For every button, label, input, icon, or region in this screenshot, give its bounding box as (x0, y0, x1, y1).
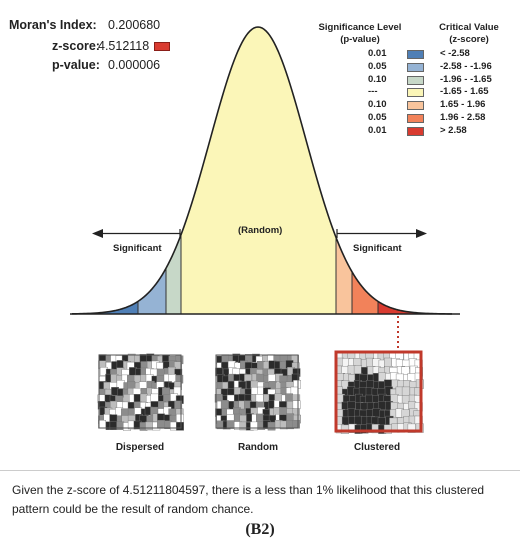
legend-swatch (407, 75, 424, 85)
dispersed-map-panel (97, 353, 184, 431)
map-cell (98, 420, 107, 429)
map-cell (255, 394, 264, 403)
legend-p-value: 0.05 (368, 112, 387, 123)
legend-p-value: 0.10 (368, 73, 387, 85)
map-cell (139, 354, 148, 363)
legend-swatch (407, 50, 424, 59)
map-cell (176, 413, 184, 423)
bell-curve-outline (71, 26, 453, 315)
legend-z-range: -2.58 - -1.96 (440, 60, 492, 72)
random-panel-label: Random (238, 442, 278, 453)
map-cell (285, 393, 293, 402)
legend-p-value: 0.10 (368, 99, 387, 111)
curve-bands (72, 27, 452, 314)
random-label: (Random) (238, 225, 283, 236)
map-frame (98, 354, 182, 429)
z-score-swatch (154, 42, 170, 51)
map-cell (145, 421, 154, 431)
dispersed-label: Dispersed (115, 442, 165, 453)
z-score-value: 4.512118 (98, 39, 150, 53)
critical-value-header: Critical Value (z-score) (424, 22, 514, 46)
legend-swatch (407, 101, 424, 111)
curve-band (378, 27, 452, 314)
map-cell (292, 420, 300, 429)
z-score-label: z-score: (52, 39, 100, 53)
legend-z-range: < -2.58 (440, 48, 470, 59)
map-cell (407, 423, 416, 433)
map-cell (220, 400, 229, 409)
legend-z-range: 1.65 - 1.96 (440, 99, 486, 111)
legend-swatch (407, 88, 424, 98)
significance-level-title: Significance Level (318, 22, 402, 33)
curve-band (166, 27, 181, 314)
map-cell (116, 421, 125, 431)
legend-swatch (407, 62, 424, 72)
significant-left-label: Significant (113, 243, 162, 254)
moran-distribution-diagram (70, 26, 460, 434)
legend-z-range: -1.65 - 1.65 (440, 86, 489, 98)
map-cell (109, 421, 118, 431)
p-value-label: p-value: (52, 58, 100, 72)
significant-right-label: Significant (353, 243, 402, 254)
map-cell (267, 421, 276, 431)
map-cell (401, 386, 410, 396)
significance-level-subtitle: (p-value) (340, 34, 380, 45)
critical-value-title: Critical Value (439, 22, 499, 33)
curve-band (181, 27, 336, 314)
critical-value-subtitle: (z-score) (449, 34, 489, 45)
clustered-map-panel (334, 350, 424, 434)
legend-z-range: -1.96 - -1.65 (440, 73, 492, 85)
map-cell (150, 393, 159, 403)
significance-level-header: Significance Level (p-value) (300, 22, 420, 46)
left-arrow-head (92, 229, 103, 238)
map-cell (250, 421, 258, 431)
right-arrow-head (416, 229, 427, 238)
curve-band (72, 27, 138, 314)
map-cell (384, 357, 393, 367)
map-cell (292, 400, 301, 410)
map-cell (226, 420, 235, 429)
legend-swatch (407, 114, 424, 123)
map-cell (157, 420, 165, 429)
p-value-value: 0.000006 (108, 58, 161, 72)
map-cell (353, 365, 362, 375)
legend-z-range: > 2.58 (440, 124, 467, 136)
figure-label: (B2) (245, 521, 275, 538)
curve-band (138, 27, 166, 314)
map-cell (167, 366, 176, 376)
legend-swatch (407, 126, 424, 136)
legend-p-value: --- (368, 86, 378, 98)
morans-index-label: Moran's Index: (9, 18, 97, 32)
legend-p-value: 0.01 (368, 124, 387, 136)
legend-p-value: 0.01 (368, 48, 387, 59)
map-cell (176, 422, 184, 431)
clustered-label: Clustered (353, 442, 401, 453)
random-map-panel (214, 353, 301, 431)
legend-p-value: 0.05 (368, 60, 387, 72)
separator-line (0, 470, 520, 471)
morans-index-value: 0.200680 (108, 18, 161, 32)
map-cell (109, 414, 118, 423)
map-cell (372, 408, 381, 418)
map-frame (215, 354, 299, 429)
map-cell (256, 413, 264, 423)
legend-z-range: 1.96 - 2.58 (440, 112, 486, 123)
curve-band (352, 27, 378, 314)
map-cell (168, 374, 177, 383)
map-frame (334, 350, 423, 433)
figure-caption: Given the z-score of 4.51211804597, ther… (12, 483, 485, 516)
